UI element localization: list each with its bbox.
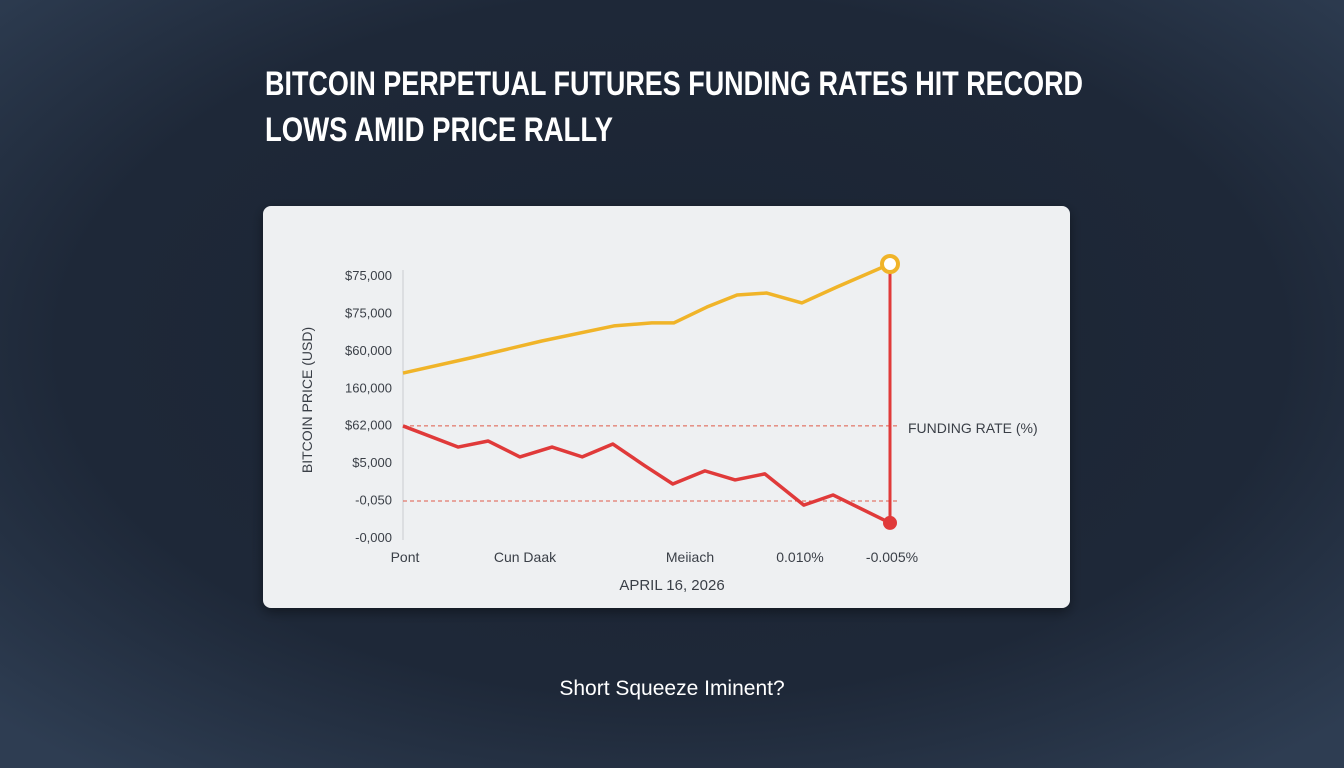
- series-line: [402, 424, 891, 525]
- y-label: $5,000: [352, 455, 392, 470]
- y-axis-label: BITCOIN PRICE (USD): [299, 327, 315, 473]
- y-label: $62,000: [345, 418, 392, 433]
- y-label: -0,050: [355, 493, 392, 508]
- annotation: FUNDING RATE (%): [908, 420, 1038, 436]
- subtitle: Short Squeeze Iminent?: [559, 677, 784, 700]
- end-marker: [883, 515, 897, 530]
- y-label: $75,000: [345, 305, 392, 320]
- end-marker: [880, 254, 900, 274]
- x-label: 0.010%: [776, 549, 823, 565]
- x-axis-label: APRIL 16, 2026: [619, 577, 724, 594]
- y-label: $60,000: [345, 343, 392, 358]
- series-line: [402, 262, 891, 375]
- x-label: Pont: [391, 549, 420, 565]
- y-label: -0,000: [355, 530, 392, 545]
- chart-card: [263, 206, 1070, 608]
- x-label: Cun Daak: [494, 549, 557, 565]
- title-line: LOWS AMID PRICE RALLY: [265, 111, 613, 149]
- x-label: -0.005%: [866, 549, 918, 565]
- title-line: BITCOIN PERPETUAL FUTURES FUNDING RATES …: [265, 65, 1083, 103]
- y-label: $75,000: [345, 268, 392, 283]
- y-label: 160,000: [345, 380, 392, 395]
- x-label: Meiiach: [666, 549, 714, 565]
